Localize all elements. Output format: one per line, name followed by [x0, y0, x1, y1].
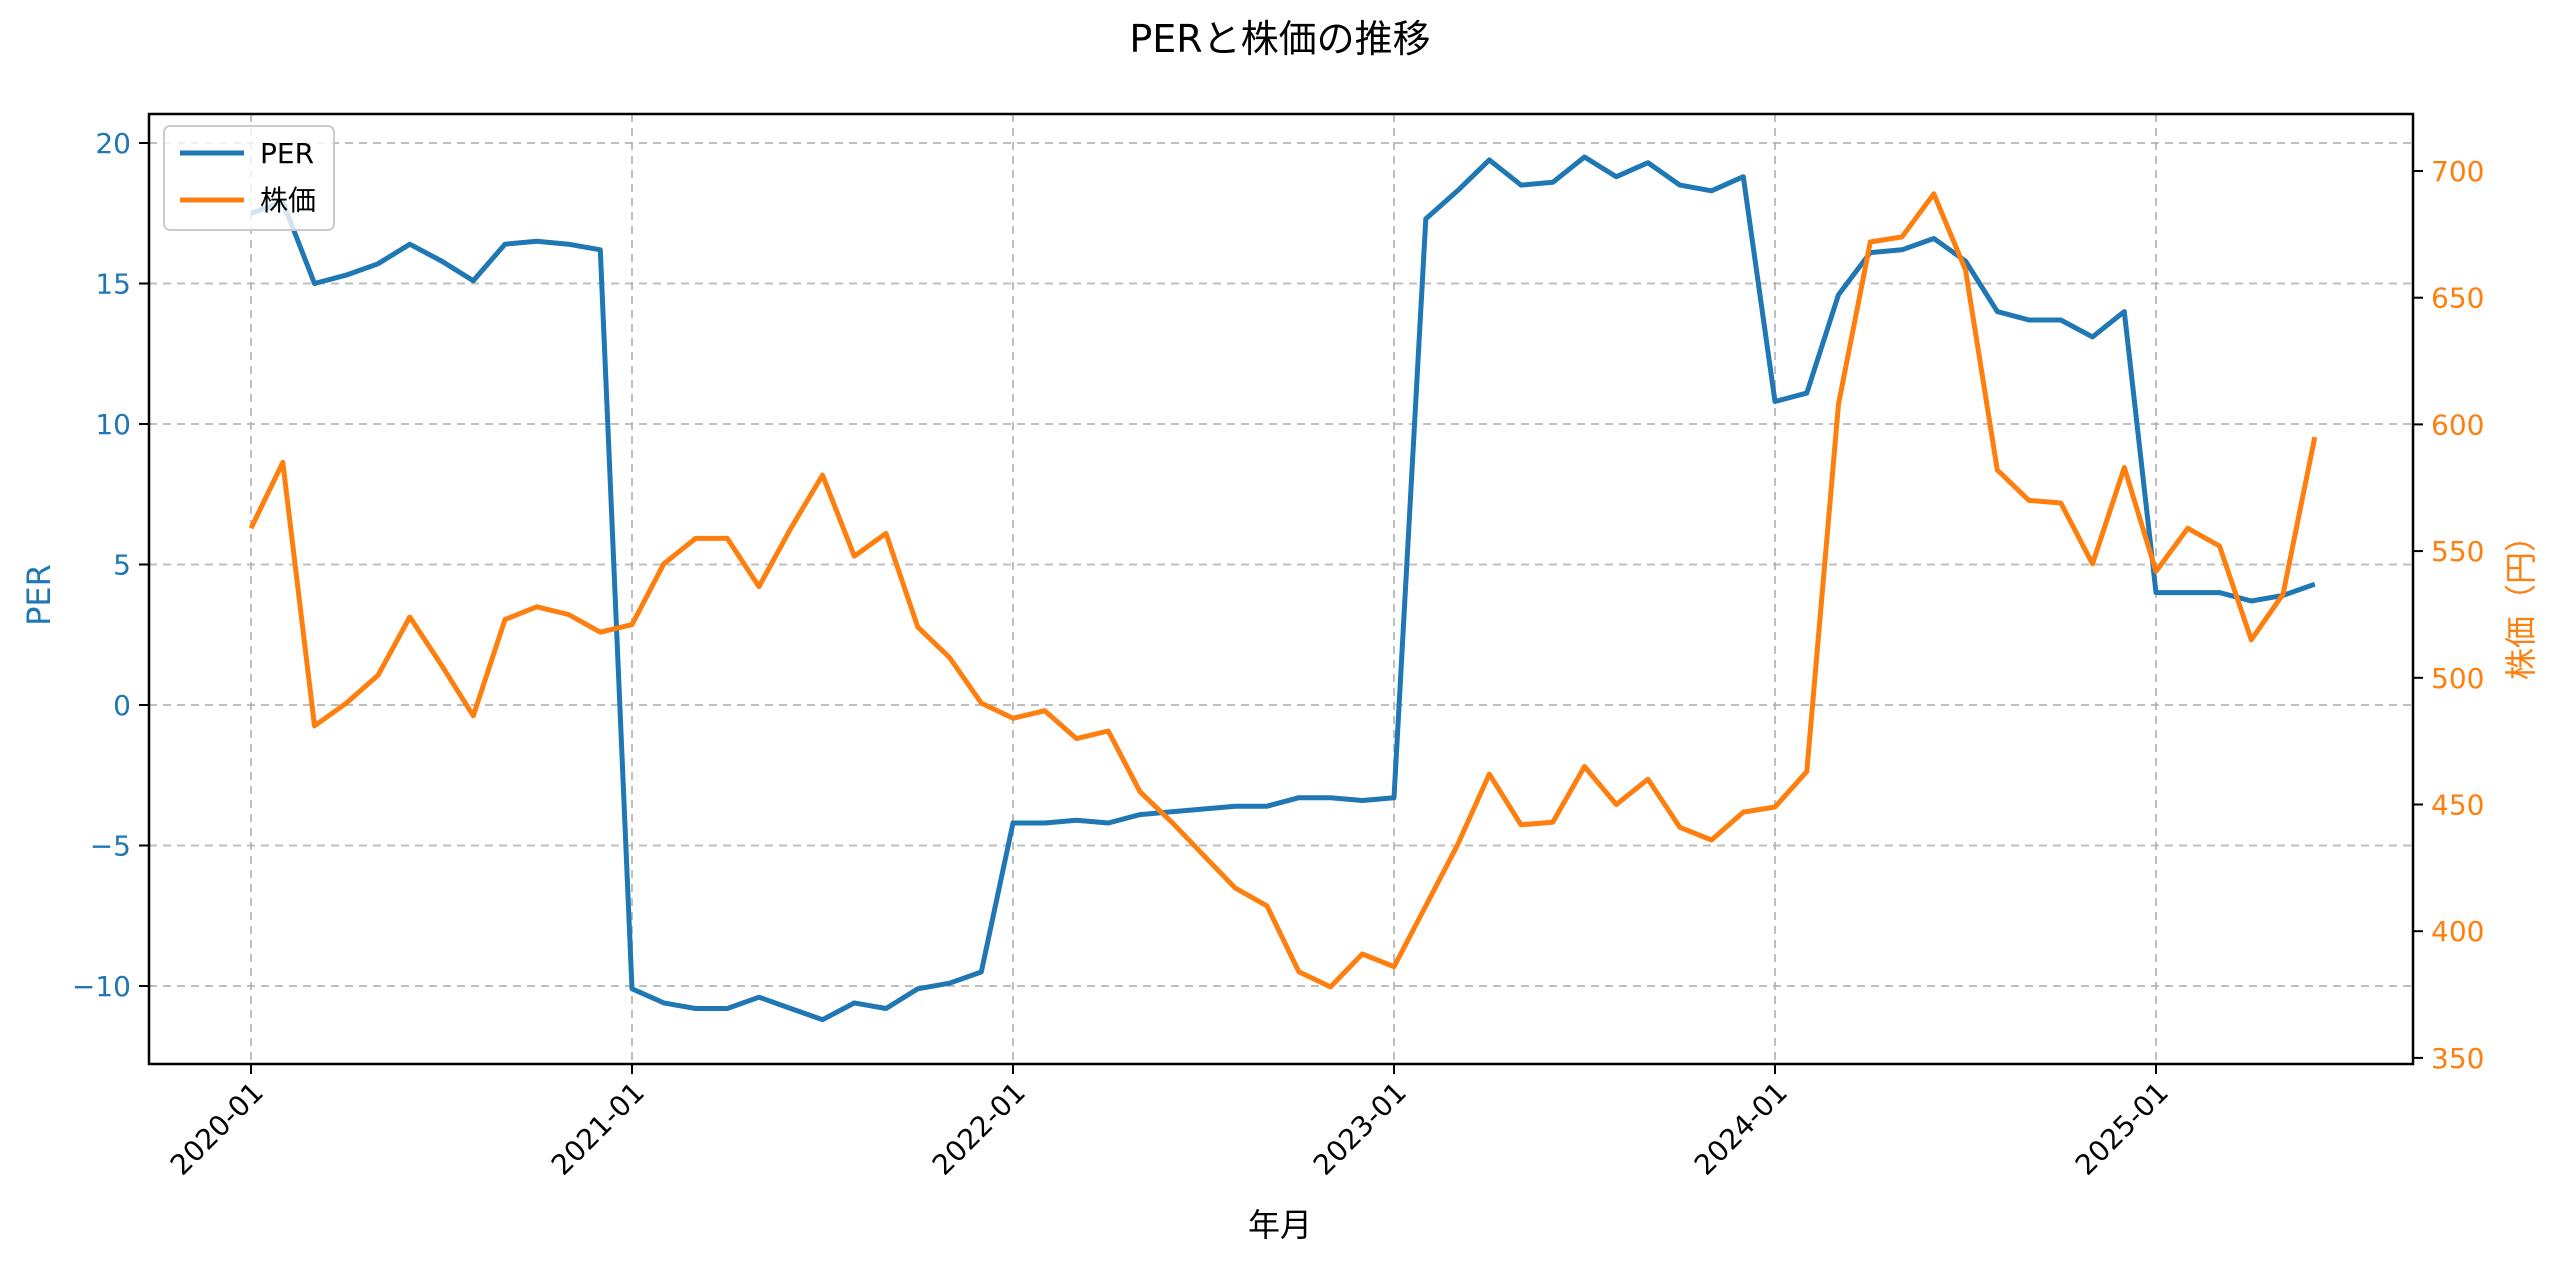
left-tick-label: 15 [95, 268, 131, 301]
left-tick-label: −5 [90, 830, 131, 863]
right-tick-label: 400 [2431, 915, 2484, 948]
price-line [248, 191, 2318, 990]
left-y-axis: −10 −5 0 5 10 15 20 [72, 127, 149, 1003]
x-tick-label: 2025-01 [2069, 1076, 2175, 1182]
left-tick-label: −10 [72, 970, 131, 1003]
left-tick-label: 0 [113, 689, 131, 722]
right-tick-label: 600 [2431, 408, 2484, 441]
right-tick-label: 700 [2431, 155, 2484, 188]
x-tick-label: 2022-01 [926, 1076, 1032, 1182]
left-tick-label: 20 [95, 127, 131, 160]
x-tick-label: 2024-01 [1688, 1076, 1794, 1182]
x-axis-label: 年月 [1248, 1206, 1312, 1244]
x-tick-label: 2021-01 [545, 1076, 651, 1182]
x-tick-label: 2023-01 [1307, 1076, 1413, 1182]
right-tick-label: 650 [2431, 282, 2484, 315]
chart-title: PERと株価の推移 [1129, 17, 1430, 61]
right-tick-label: 550 [2431, 535, 2484, 568]
left-tick-label: 10 [95, 408, 131, 441]
plot-frame [147, 112, 2415, 1066]
right-tick-label: 350 [2431, 1042, 2484, 1075]
legend: PER 株価 [163, 125, 335, 231]
left-axis-label: PER [20, 564, 58, 626]
x-tick-label: 2020-01 [164, 1076, 270, 1182]
right-y-axis: 350 400 450 500 550 600 650 700 [2413, 155, 2484, 1075]
right-axis-label: 株価（円） [2502, 520, 2540, 680]
left-tick-label: 5 [113, 549, 131, 582]
per-line [250, 154, 2316, 1023]
legend-per-label: PER [260, 137, 314, 170]
right-tick-label: 500 [2431, 662, 2484, 695]
gridlines [149, 114, 2413, 1064]
right-tick-label: 450 [2431, 789, 2484, 822]
x-axis: 2020-01 2021-01 2022-01 2023-01 2024-01 2025-… [164, 1064, 2175, 1182]
legend-price-label: 株価 [260, 184, 316, 217]
